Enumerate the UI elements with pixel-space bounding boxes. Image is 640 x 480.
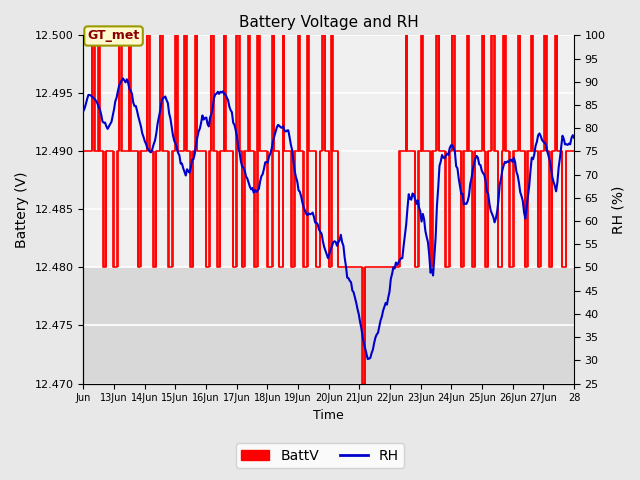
Y-axis label: RH (%): RH (%): [611, 185, 625, 234]
Legend: BattV, RH: BattV, RH: [236, 443, 404, 468]
Text: GT_met: GT_met: [88, 29, 140, 43]
Y-axis label: Battery (V): Battery (V): [15, 171, 29, 248]
X-axis label: Time: Time: [313, 409, 344, 422]
Bar: [83, 36, 574, 267]
Title: Battery Voltage and RH: Battery Voltage and RH: [239, 15, 419, 30]
